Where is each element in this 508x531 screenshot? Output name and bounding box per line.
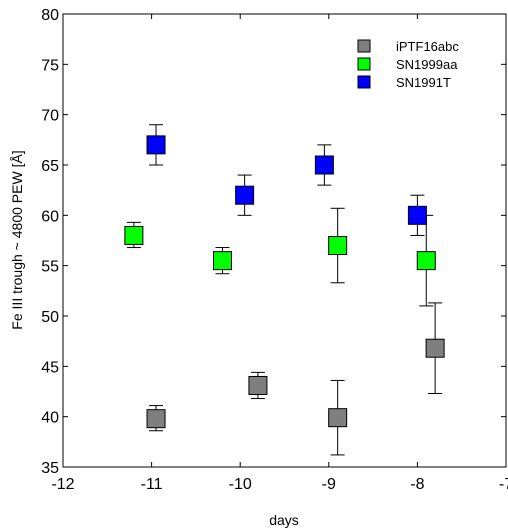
legend: iPTF16abc SN1999aa SN1991T <box>357 39 459 90</box>
data-point-iptf16abc <box>248 375 268 395</box>
data-point-sn1991t <box>146 135 166 155</box>
data-point-iptf16abc <box>146 409 166 429</box>
data-point-sn1991t <box>235 185 255 205</box>
legend-marker <box>357 75 371 89</box>
data-point-sn1999aa <box>328 236 348 256</box>
plot-frame <box>62 13 507 468</box>
legend-marker <box>357 39 371 53</box>
y-tick-label: 45 <box>41 359 59 376</box>
y-tick-label: 55 <box>41 259 59 276</box>
y-tick-label: 70 <box>41 108 59 125</box>
data-point-sn1991t <box>407 205 427 225</box>
data-point-sn1999aa <box>212 251 232 271</box>
data-point-iptf16abc <box>425 338 445 358</box>
x-tick-label: -10 <box>229 476 252 493</box>
plot-content <box>124 124 445 456</box>
x-tick-label: -12 <box>51 476 74 493</box>
y-tick-label: 80 <box>41 7 59 24</box>
axis-ticks: -12 -11 -10 -9 -8 -7 35 40 45 50 55 60 65 70 75 80 <box>41 7 508 493</box>
y-tick-label: 50 <box>41 309 59 326</box>
x-axis-label: days <box>269 512 299 528</box>
y-tick-label: 60 <box>41 208 59 225</box>
data-point-iptf16abc <box>328 408 348 428</box>
legend-label: SN1991T <box>396 75 451 90</box>
y-tick-label: 75 <box>41 57 59 74</box>
data-point-sn1999aa <box>124 225 144 245</box>
legend-marker <box>357 57 371 71</box>
data-point-sn1999aa <box>416 251 436 271</box>
x-tick-label: -8 <box>410 476 424 493</box>
legend-label: iPTF16abc <box>396 39 459 54</box>
legend-label: SN1999aa <box>396 57 458 72</box>
x-tick-label: -9 <box>322 476 336 493</box>
y-axis-label: Fe III trough ~ 4800 PEW [Å] <box>9 150 25 329</box>
y-tick-label: 40 <box>41 410 59 427</box>
x-tick-label: -7 <box>499 476 508 493</box>
data-point-sn1991t <box>314 155 334 175</box>
x-tick-label: -11 <box>141 476 163 493</box>
y-tick-label: 35 <box>41 460 59 477</box>
y-tick-label: 65 <box>41 158 59 175</box>
